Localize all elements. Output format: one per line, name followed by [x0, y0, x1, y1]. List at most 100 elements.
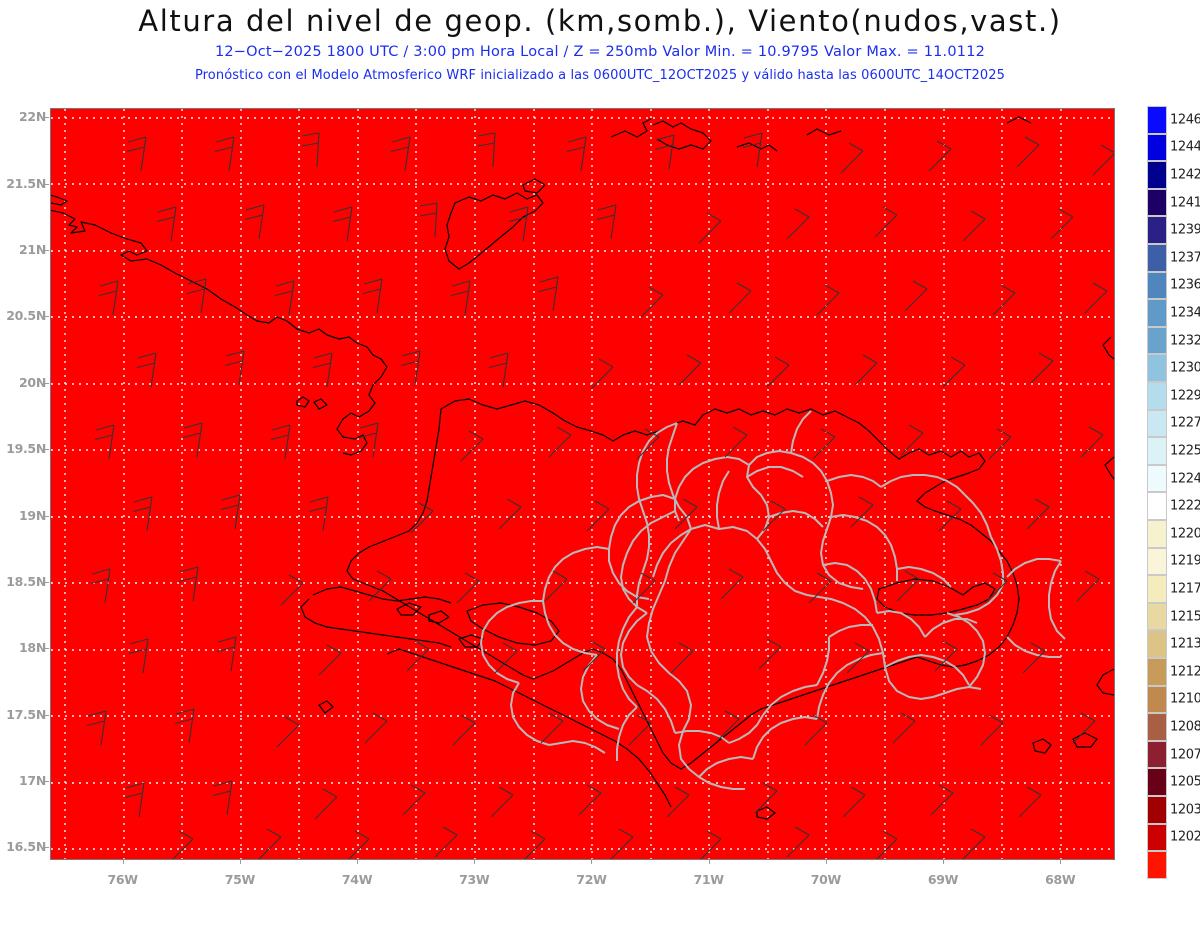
colorbar-swatch	[1147, 188, 1167, 217]
colorbar-row[interactable]: 12122	[1147, 658, 1200, 686]
page-title: Altura del nivel de geop. (km,somb.), Vi…	[138, 4, 1062, 38]
colorbar-swatch	[1147, 161, 1167, 189]
colorbar-swatch	[1147, 326, 1167, 355]
y-axis-tick	[44, 714, 49, 716]
colorbar-row[interactable]	[1147, 851, 1200, 879]
x-axis-label: 71W	[693, 872, 725, 887]
colorbar-tick-label: 12326	[1170, 333, 1200, 349]
x-axis-label: 72W	[576, 872, 607, 887]
colorbar-swatch	[1147, 464, 1167, 493]
colorbar-swatch	[1147, 299, 1167, 327]
colorbar-swatch	[1147, 244, 1167, 272]
chart-subtitle-model: Pronóstico con el Modelo Atmosferico WRF…	[194, 68, 1006, 83]
colorbar-swatch	[1147, 354, 1167, 382]
y-axis-tick	[44, 316, 49, 318]
colorbar-row[interactable]: 12292	[1147, 382, 1200, 410]
colorbar-swatch	[1147, 768, 1167, 796]
y-axis-tick	[44, 449, 49, 451]
x-axis-label: 74W	[341, 872, 373, 887]
y-axis-label: 18.5N	[6, 573, 46, 589]
colorbar-row[interactable]: 12360	[1147, 271, 1200, 300]
colorbar-row[interactable]: 12377	[1147, 244, 1200, 272]
colorbar-row[interactable]: 12445	[1147, 133, 1200, 162]
colorbar-row[interactable]: 12173	[1147, 575, 1200, 603]
chart-subtitle-primary: 12−Oct−2025 1800 UTC / 3:00 pm Hora Loca…	[214, 44, 986, 60]
x-axis-tick	[239, 859, 241, 864]
colorbar-row[interactable]: 12462	[1147, 106, 1200, 134]
x-axis-tick	[708, 859, 710, 864]
x-axis-label: 75W	[224, 872, 256, 887]
y-axis-tick	[44, 847, 49, 849]
x-axis-tick	[825, 859, 827, 864]
colorbar-tick-label: 12020	[1170, 829, 1200, 845]
colorbar-row[interactable]: 12258	[1147, 437, 1200, 465]
colorbar-tick-label: 12292	[1170, 388, 1200, 404]
colorbar-row[interactable]: 12139	[1147, 630, 1200, 658]
x-axis-tick	[357, 859, 359, 864]
x-axis-label: 68W	[1045, 872, 1076, 887]
chart-header: Altura del nivel de geop. (km,somb.), Vi…	[0, 0, 1200, 96]
colorbar-row[interactable]: 12224	[1147, 492, 1200, 520]
x-axis-label: 69W	[927, 872, 959, 887]
x-axis-tick	[122, 859, 124, 864]
colorbar-row[interactable]: 12326	[1147, 326, 1200, 355]
colorbar-row[interactable]: 12054	[1147, 768, 1200, 796]
colorbar-swatch	[1147, 823, 1167, 852]
colorbar-row[interactable]: 12207	[1147, 520, 1200, 548]
colorbar-row[interactable]: 12428	[1147, 161, 1200, 189]
colorbar-tick-label: 12173	[1170, 581, 1200, 597]
y-axis-label: 19.5N	[6, 441, 46, 457]
colorbar-row[interactable]: 12190	[1147, 547, 1200, 576]
x-axis-label: 70W	[810, 872, 842, 887]
coastlines	[51, 116, 1114, 820]
colorbar-row[interactable]: 12088	[1147, 713, 1200, 741]
map-plot-area[interactable]: Sisπ − ONAMET/REP.DOM.	[50, 108, 1115, 860]
colorbar-tick-label: 12343	[1170, 305, 1200, 321]
colorbar-row[interactable]: 12105	[1147, 685, 1200, 714]
x-axis-label: 73W	[459, 872, 490, 887]
y-axis-label: 20.5N	[6, 308, 46, 324]
y-axis-tick	[44, 117, 49, 119]
colorbar-tick-label: 12156	[1170, 609, 1200, 625]
y-axis-tick	[44, 581, 49, 583]
x-axis-tick	[1060, 859, 1062, 864]
y-axis-label: 17.5N	[6, 706, 46, 722]
colorbar-row[interactable]: 12343	[1147, 299, 1200, 327]
colorbar-swatch	[1147, 271, 1167, 300]
colorbar-tick-label: 12139	[1170, 636, 1200, 652]
colorbar-swatch	[1147, 437, 1167, 465]
colorbar-tick-label: 12224	[1170, 498, 1200, 514]
colorbar-tick-label: 12037	[1170, 802, 1200, 818]
colorbar-row[interactable]: 12156	[1147, 602, 1200, 631]
colorbar-tick-label: 12122	[1170, 664, 1200, 680]
y-axis-tick	[44, 382, 49, 384]
colorbar-row[interactable]: 12275	[1147, 409, 1200, 438]
colorbar-row[interactable]: 12037	[1147, 796, 1200, 824]
y-axis-label: 19N	[19, 507, 46, 523]
colorbar-tick-label: 12105	[1170, 691, 1200, 707]
colorbar-tick-label: 12394	[1170, 222, 1200, 238]
colorbar-swatch	[1147, 685, 1167, 714]
colorbar-swatch	[1147, 492, 1167, 520]
colorbar-swatch	[1147, 740, 1167, 769]
colorbar-tick-label: 12428	[1170, 167, 1200, 183]
colorbar-row[interactable]: 12394	[1147, 216, 1200, 244]
colorbar-row[interactable]: 12020	[1147, 823, 1200, 852]
y-axis-tick	[44, 250, 49, 252]
y-axis-tick	[44, 183, 49, 185]
colorbar-tick-label: 12360	[1170, 277, 1200, 293]
y-axis-label: 16.5N	[6, 839, 46, 855]
y-axis-label: 21.5N	[6, 175, 46, 191]
y-axis-label: 21N	[19, 242, 46, 258]
colorbar-row[interactable]: 12309	[1147, 354, 1200, 382]
colorbar-tick-label: 12207	[1170, 526, 1200, 542]
colorbar-swatch	[1147, 658, 1167, 686]
y-axis-tick	[44, 781, 49, 782]
